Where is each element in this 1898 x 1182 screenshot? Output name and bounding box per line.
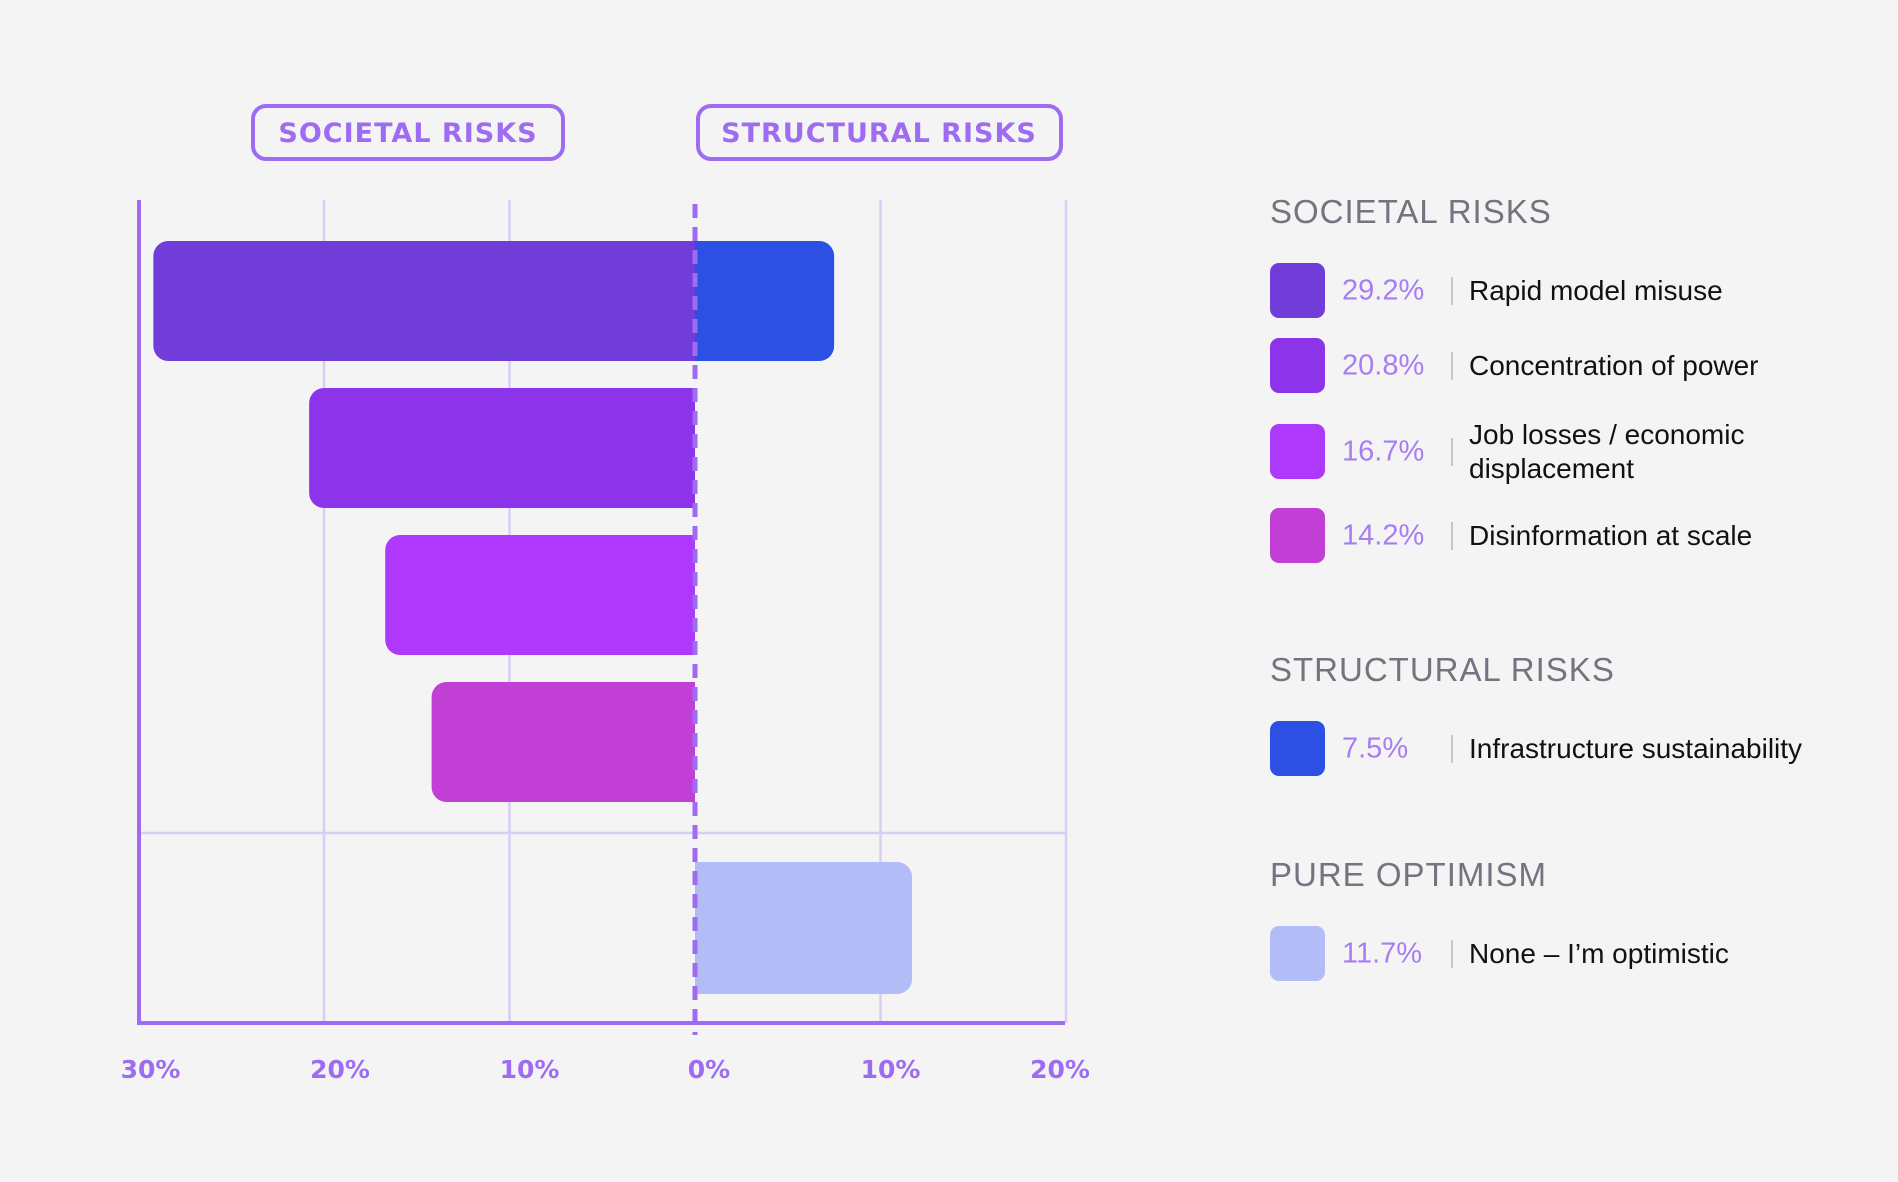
societal-risks-pill: SOCIETAL RISKS <box>251 104 565 161</box>
x-tick-label: 20% <box>310 1055 370 1084</box>
bar-none-i-m-optimistic <box>695 862 913 994</box>
legend-swatch <box>1270 263 1325 318</box>
legend-swatch <box>1270 508 1325 563</box>
legend-item: 11.7% None – I’m optimistic <box>1270 926 1890 982</box>
legend-label: Infrastructure sustainability <box>1469 733 1803 764</box>
x-tick-label: 20% <box>1030 1055 1090 1084</box>
legend-item: 29.2% Rapid model misuse <box>1270 263 1890 319</box>
legend-percent: 14.2% <box>1342 519 1425 552</box>
structural-risks-pill-label: STRUCTURAL RISKS <box>721 118 1037 149</box>
legend-item: 7.5% Infrastructure sustainability <box>1270 721 1890 777</box>
legend-swatch <box>1270 338 1325 393</box>
bar-zero-edge <box>695 862 711 994</box>
legend-item: 16.7% Job losses / economic displacement <box>1270 419 1890 484</box>
legend-separator <box>1451 277 1453 305</box>
legend-item: 20.8% Concentration of power <box>1270 338 1890 394</box>
legend-percent: 7.5% <box>1342 732 1409 765</box>
legend-separator <box>1451 735 1453 763</box>
bar-zero-edge <box>679 241 695 361</box>
societal-risks-pill-label: SOCIETAL RISKS <box>278 118 537 149</box>
bar-zero-edge <box>679 388 695 508</box>
legend-label: None – I’m optimistic <box>1469 938 1729 969</box>
legend-item: 14.2% Disinformation at scale <box>1270 508 1890 564</box>
bar-job-losses-economic-displacement <box>385 535 695 655</box>
axes <box>137 200 1065 1035</box>
legend-section-title: PURE OPTIMISM <box>1270 856 1548 893</box>
bar-infrastructure-sustainability <box>695 241 835 361</box>
legend-separator <box>1451 522 1453 550</box>
bar-concentration-of-power <box>309 388 695 508</box>
x-tick-label: 0% <box>688 1055 730 1084</box>
legend-percent: 16.7% <box>1342 435 1425 468</box>
structural-risks-pill: STRUCTURAL RISKS <box>696 104 1063 161</box>
bar-zero-edge <box>679 682 695 802</box>
x-tick-label: 10% <box>500 1055 560 1084</box>
bars <box>153 241 913 994</box>
x-tick-label: 30% <box>121 1055 181 1084</box>
legend-label: Job losses / economic displacement <box>1469 419 1745 484</box>
bar-rapid-model-misuse <box>153 241 696 361</box>
legend-swatch <box>1270 926 1325 981</box>
bar-disinformation-at-scale <box>431 682 695 802</box>
legend-percent: 20.8% <box>1342 349 1425 382</box>
legend-percent: 11.7% <box>1342 937 1423 970</box>
x-tick-label: 10% <box>861 1055 921 1084</box>
legend-label: Disinformation at scale <box>1469 520 1753 551</box>
x-tick-labels: 30% 20% 10% 0% 10% 20% <box>121 1055 1090 1084</box>
legend-section-title: SOCIETAL RISKS <box>1270 193 1552 230</box>
legend-label: Concentration of power <box>1469 350 1759 381</box>
legend-separator <box>1451 438 1453 466</box>
bar-zero-edge <box>695 241 711 361</box>
legend-label: Rapid model misuse <box>1469 275 1723 306</box>
legend-percent: 29.2% <box>1342 274 1425 307</box>
legend-section-title: STRUCTURAL RISKS <box>1270 651 1615 688</box>
legend-separator <box>1451 352 1453 380</box>
legend-swatch <box>1270 424 1325 479</box>
legend-swatch <box>1270 721 1325 776</box>
bar-zero-edge <box>679 535 695 655</box>
legend-separator <box>1451 940 1453 968</box>
